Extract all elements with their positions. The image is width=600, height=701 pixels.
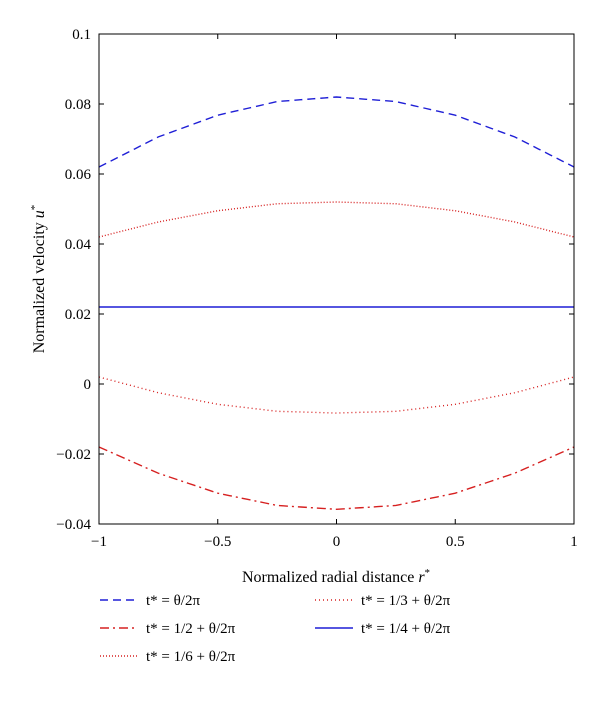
series-lines [98,96,575,511]
legend: t* = θ/2π t* = 1/2 + θ/2π t* = 1/6 + θ/2π t… [100,593,451,665]
plot-area [99,34,574,524]
legend-label-3: t* = 1/6 + θ/2π [146,649,236,665]
x-tick-label: 0.5 [446,534,465,550]
y-tick-label: 0.04 [65,237,92,253]
series-line-1 [98,96,575,168]
y-tick-labels: −0.04 −0.02 0 0.02 0.04 0.06 0.08 0.1 [56,27,91,533]
y-tick-label: −0.02 [56,447,91,463]
x-tick-label: 0 [333,534,341,550]
series-line-4 [98,376,575,414]
series-line-3 [98,201,575,238]
legend-label-4: t* = 1/3 + θ/2π [361,593,451,609]
legend-label-2: t* = 1/2 + θ/2π [146,621,236,637]
x-tick-label: 1 [570,534,578,550]
series-line-2 [98,446,575,511]
x-tick-label: −1 [91,534,107,550]
y-axis-label: Normalized velocity u* [29,205,48,354]
y-tick-label: 0.08 [65,97,91,113]
x-axis-label: Normalized radial distance r* [242,567,430,586]
y-tick-label: 0.02 [65,307,91,323]
x-tick-label: −0.5 [204,534,231,550]
x-tick-labels: −1 −0.5 0 0.5 1 [91,534,578,550]
y-tick-label: 0.06 [65,167,92,183]
y-tick-label: 0.1 [72,27,91,43]
legend-label-1: t* = θ/2π [146,593,200,609]
plot-frame [98,33,575,525]
y-tick-label: −0.04 [56,517,91,533]
y-tick-label: 0 [84,377,92,393]
legend-label-5: t* = 1/4 + θ/2π [361,621,451,637]
